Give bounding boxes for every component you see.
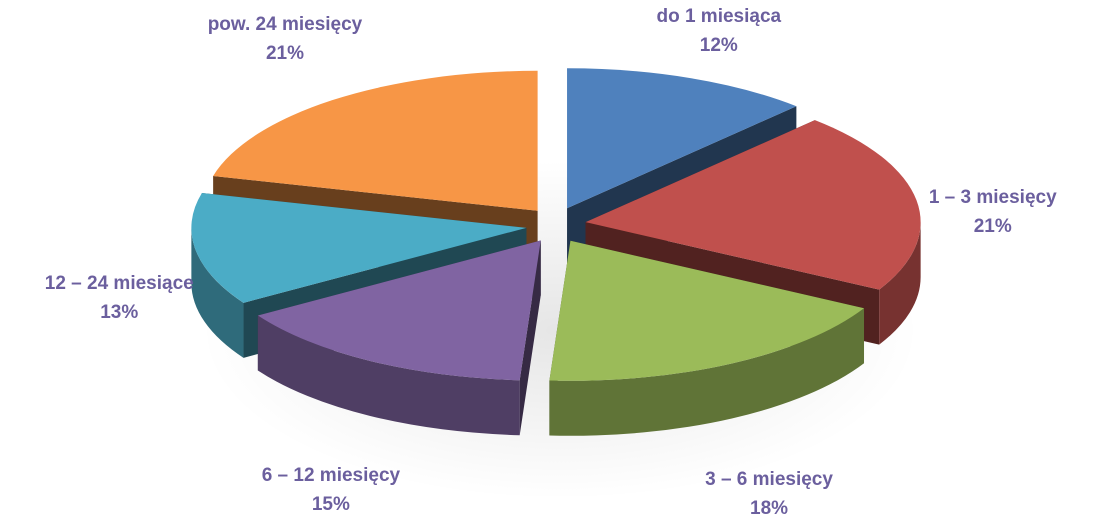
data-label-value: 15% <box>311 493 350 515</box>
pie-slice-top <box>213 70 538 211</box>
pie-slices <box>191 68 921 436</box>
data-label-value: 21% <box>265 43 304 65</box>
data-label-category: 6 – 12 miesięcy <box>261 464 401 486</box>
data-label-category: 1 – 3 miesięcy <box>928 187 1057 209</box>
pie-slice-top <box>191 192 527 303</box>
data-label-3-6-miesięcy: 3 – 6 miesięcy 18% <box>705 465 833 523</box>
pie-slice-rim <box>879 222 921 345</box>
data-label-value: 18% <box>750 498 789 520</box>
data-label-category: 12 – 24 miesiące <box>44 272 194 294</box>
data-label-value: 21% <box>973 216 1012 238</box>
pie-slice-top <box>257 240 541 381</box>
pie-slice-rim <box>549 308 865 436</box>
pie-slice-top <box>549 240 865 381</box>
pie-slice-6-12-miesięcy <box>257 240 541 436</box>
pie-slice-top <box>585 120 921 290</box>
pie-slice-3-6-miesięcy <box>549 240 865 436</box>
pie-slice-rim <box>191 227 244 358</box>
data-label-value: 12% <box>699 35 738 56</box>
pie-slice-rim <box>257 315 520 436</box>
data-label-value: 13% <box>100 301 139 323</box>
data-label-category: pow. 24 miesięcy <box>207 14 363 36</box>
data-label-category: do 1 miesiąca <box>656 6 782 27</box>
data-label-1-3-miesięcy: 1 – 3 miesięcy 21% <box>929 183 1057 241</box>
data-label-do-1-miesiąca: do 1 miesiąca 12% <box>656 2 781 60</box>
data-label-category: 3 – 6 miesięcy <box>705 469 833 491</box>
data-label-12-24-miesiące: 12 – 24 miesiące 13% <box>45 269 194 327</box>
pie-slice-top <box>567 68 797 209</box>
data-label-6-12-miesięcy: 6 – 12 miesięcy 15% <box>262 461 400 519</box>
data-label-pow-24-miesięcy: pow. 24 miesięcy 21% <box>208 10 363 68</box>
